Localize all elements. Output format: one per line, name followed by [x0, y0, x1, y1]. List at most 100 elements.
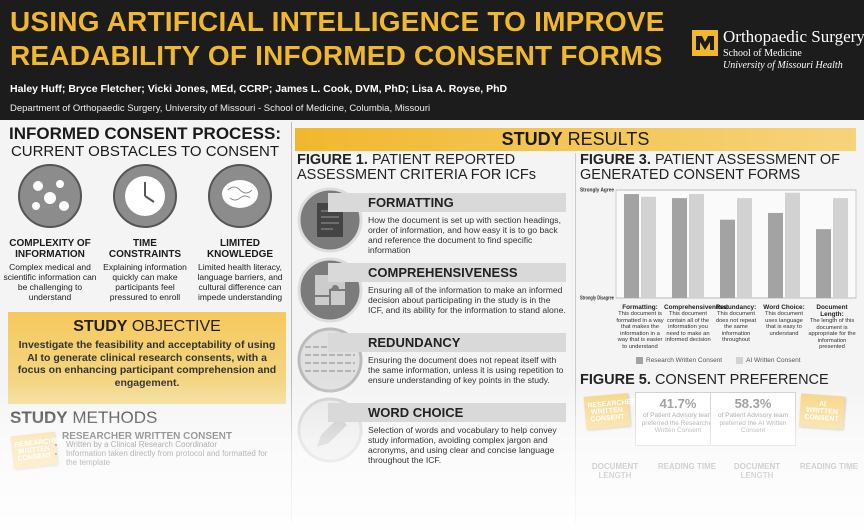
obstacle: TIME CONSTRAINTS Explaining information q…: [97, 238, 193, 302]
clock-hands: [144, 182, 155, 203]
figure3-title: FIGURE 3. PATIENT ASSESSMENT OF GENERATE…: [580, 153, 860, 183]
bar: [768, 212, 783, 298]
results-banner: STUDY RESULTS: [295, 128, 856, 151]
obstacle-text: Complex medical and scientific informati…: [3, 262, 97, 302]
bar: [833, 198, 848, 298]
objective-box: STUDY OBJECTIVE Investigate the feasibil…: [8, 312, 286, 404]
methods-title-bold: STUDY: [10, 408, 68, 427]
stat-box: 58.3% of Patient Advisory team preferred …: [710, 392, 796, 446]
figure5-title: FIGURE 5. CONSENT PREFERENCE: [580, 372, 829, 388]
divider: [575, 153, 576, 523]
bar: [785, 192, 800, 298]
figure1-label: FIGURE 1.: [297, 152, 368, 168]
brain-folds: [227, 186, 253, 201]
methods-title-light: METHODS: [72, 408, 158, 427]
factor: DOCUMENT LENGTH: [591, 462, 639, 480]
factor: READING TIME: [657, 462, 717, 471]
category-heading: Comprehensiveness:: [664, 304, 729, 311]
figure1-text: PATIENT REPORTED ASSESSMENT CRITERIA FOR…: [297, 152, 537, 183]
legend-label: AI Written Consent: [746, 357, 801, 364]
criterion: WORD CHOICE Selection of words and vocabu…: [328, 403, 566, 465]
legend-label: Research Written Consent: [646, 357, 723, 364]
figure5-text: CONSENT PREFERENCE: [654, 372, 829, 388]
category-heading: Redundancy:: [715, 304, 757, 311]
category-heading: Formatting:: [622, 304, 658, 311]
authors: Haley Huff; Bryce Fletcher; Vicki Jones,…: [10, 83, 508, 95]
legend-swatch: [636, 357, 643, 364]
obstacle-text: Limited health literacy, language barrie…: [197, 262, 283, 302]
department: Department of Orthopaedic Surgery, Unive…: [10, 103, 431, 114]
criterion: REDUNDANCY Ensuring the document does not…: [328, 333, 566, 385]
figure3-label: FIGURE 3.: [580, 152, 651, 168]
factor: DOCUMENT LENGTH: [733, 462, 781, 480]
category-heading: Document Length:: [816, 304, 848, 318]
figure5-label: FIGURE 5.: [580, 372, 651, 388]
figure1-title: FIGURE 1. PATIENT REPORTED ASSESSMENT CR…: [297, 153, 567, 183]
criterion-heading: COMPREHENSIVENESS: [328, 263, 566, 282]
process-subtitle: CURRENT OBSTACLES TO CONSENT: [10, 143, 280, 160]
x-tick-label: Word Choice: This document uses language …: [760, 304, 808, 337]
logo-org: Orthopaedic Surgery: [723, 27, 864, 46]
criterion-heading: WORD CHOICE: [328, 403, 566, 422]
legend-swatch: [736, 357, 744, 364]
objective-text: Investigate the feasibility and acceptab…: [17, 339, 277, 389]
category-description: This document contain all of the informa…: [665, 311, 711, 344]
category-description: This document does not repeat the same i…: [715, 311, 757, 344]
y-tick-label: Strongly Disagree: [580, 295, 614, 301]
spacer: [296, 153, 297, 154]
process-title: INFORMED CONSENT PROCESS:: [8, 124, 282, 143]
y-tick-label: Strongly Agree: [580, 187, 614, 193]
methods-badge: RESEARCHER WRITTEN CONSENT: [10, 431, 63, 470]
obstacle-text: Explaining information quickly can make …: [103, 262, 187, 302]
bar: [816, 229, 831, 298]
obstacle: LIMITED KNOWLEDGE Limited health literacy…: [192, 238, 288, 302]
stat-percent: 41.7%: [659, 396, 697, 411]
obstacle-heading: COMPLEXITY OF INFORMATION: [9, 238, 91, 260]
brain: [222, 180, 258, 208]
icon-dots: [32, 180, 69, 211]
logo-mark: [692, 30, 718, 56]
methods-bullet: Information taken directly from protocol…: [66, 449, 272, 467]
results-title-bold: STUDY: [501, 129, 563, 149]
sticky-note: RESEARCHER WRITTEN CONSENT: [583, 393, 637, 430]
criteria-icons: [297, 187, 363, 463]
category-description: This document is formatted in a way that…: [616, 311, 664, 350]
stat-text: of Patient Advisory team preferred the R…: [641, 412, 715, 434]
obstacle-heading: LIMITED KNOWLEDGE: [206, 238, 274, 260]
objective-title-light: OBJECTIVE: [131, 318, 221, 335]
divider: [291, 122, 292, 522]
legend-item: Research Written Consent: [636, 357, 722, 364]
methods-title: STUDY METHODS: [10, 408, 157, 428]
methods-bullets: Written by a Clinical Research Coordinat…: [52, 440, 272, 467]
criterion-heading: FORMATTING: [328, 193, 566, 212]
x-tick-label: Comprehensiveness: This document contain …: [664, 304, 729, 344]
criterion-text: How the document is set up with section …: [368, 215, 561, 255]
obstacle: COMPLEXITY OF INFORMATION Complex medical…: [2, 238, 98, 302]
title-line: READABILITY OF INFORMED CONSENT FORMS: [10, 40, 663, 71]
sticky-note: AI WRITTEN CONSENT: [798, 393, 846, 430]
legend-item: AI Written Consent: [736, 357, 801, 364]
bar: [624, 194, 639, 298]
criterion-text: Selection of words and vocabulary to hel…: [368, 425, 557, 465]
stat-text: of Patient Advisory team preferred the A…: [717, 412, 789, 434]
criterion: COMPREHENSIVENESS Ensuring all of the inf…: [328, 263, 566, 315]
bar: [737, 198, 752, 298]
obstacle-heading: TIME CONSTRAINTS: [108, 238, 182, 260]
figure3-text: PATIENT ASSESSMENT OF GENERATED CONSENT …: [580, 152, 840, 183]
logo-university: University of Missouri Health: [723, 60, 843, 71]
title-line: USING ARTIFICIAL INTELLIGENCE TO IMPROVE: [10, 6, 665, 37]
stat-percent: 58.3%: [734, 396, 772, 411]
results-title-light: RESULTS: [567, 129, 650, 149]
header: USING ARTIFICIAL INTELLIGENCE TO IMPROVE…: [0, 0, 864, 120]
obstacle-icons: [18, 164, 272, 228]
category-heading: Word Choice:: [763, 304, 805, 311]
logo-letter: [696, 36, 714, 50]
factor: READING TIME: [799, 462, 859, 471]
criterion: FORMATTING How the document is set up wit…: [328, 193, 566, 255]
objective-title-bold: STUDY: [73, 318, 128, 335]
x-tick-label: Formatting: This document is formatted in…: [616, 304, 664, 351]
legend: Research Written Consent AI Written Conse…: [636, 357, 801, 364]
